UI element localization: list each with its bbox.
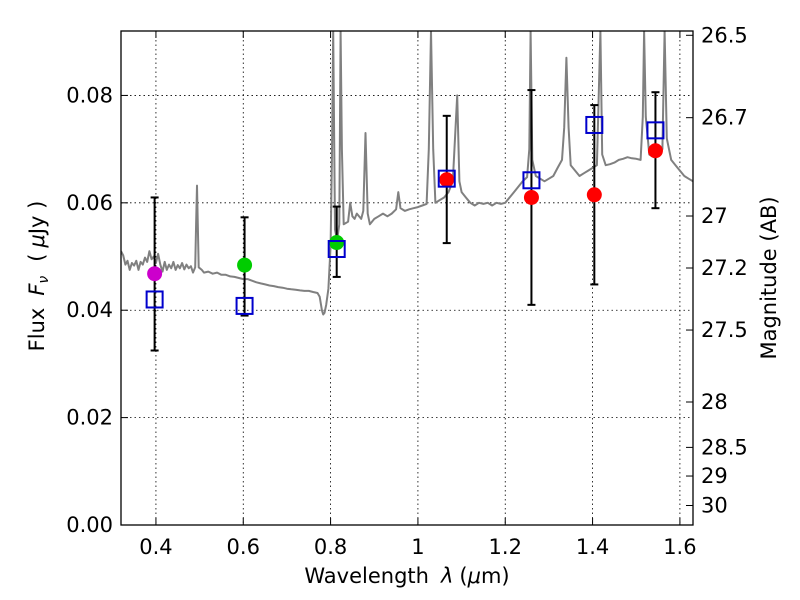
observed-point <box>439 172 455 188</box>
x-axis-label: Wavelength λ (μm) <box>304 564 509 588</box>
plot-frame <box>120 30 694 526</box>
y2-tick-label: 30 <box>701 494 728 518</box>
y-tick-label: 0.08 <box>66 83 113 107</box>
model-point <box>327 240 346 259</box>
model-point <box>646 121 665 140</box>
y-tick-label: 0.06 <box>66 191 113 215</box>
observed-point <box>237 257 253 273</box>
y-tick-label: 0.02 <box>66 406 113 430</box>
observed-point <box>329 235 345 251</box>
model-point <box>522 171 541 190</box>
y2-tick-label: 27.2 <box>701 256 748 280</box>
y-tick-label: 0.00 <box>66 513 113 537</box>
plot-background <box>121 31 693 525</box>
spectrum-layer <box>121 31 693 316</box>
observed-points-layer <box>147 143 663 282</box>
observed-point <box>647 143 663 159</box>
spectrum-line <box>121 31 693 316</box>
x-tick-label: 1.2 <box>489 535 522 559</box>
y-tick-label: 0.04 <box>66 298 113 322</box>
y2-tick-label: 26.7 <box>701 106 748 130</box>
y2-tick-label: 26.5 <box>701 23 748 47</box>
y2-tick-label: 28 <box>701 390 728 414</box>
model-points-layer <box>145 115 665 315</box>
x-tick-label: 1.4 <box>576 535 609 559</box>
model-point <box>585 115 604 134</box>
y2-axis-label: Magnitude (AB) <box>757 196 781 359</box>
x-tick-label: 1.6 <box>663 535 696 559</box>
x-tick-label: 0.8 <box>314 535 347 559</box>
y-axis-label: FluxFν(μJy ) <box>25 201 52 352</box>
y2-tick-label: 29 <box>701 464 728 488</box>
observed-point <box>147 266 163 282</box>
model-point <box>437 169 456 188</box>
x-tick-label: 0.4 <box>139 535 172 559</box>
observed-point <box>586 187 602 203</box>
model-point <box>235 296 254 315</box>
y2-tick-label: 27 <box>701 204 728 228</box>
observed-point <box>523 189 539 205</box>
model-point <box>145 290 164 309</box>
y2-tick-label: 27.5 <box>701 318 748 342</box>
y2-tick-label: 28.5 <box>701 435 748 459</box>
x-tick-label: 0.6 <box>227 535 260 559</box>
x-tick-label: 1 <box>411 535 424 559</box>
ticks: 0.4 0.6 0.8 1 1.2 1.4 1.6 0.00 0.02 0.04 0.06 0.08 2… <box>66 23 748 559</box>
